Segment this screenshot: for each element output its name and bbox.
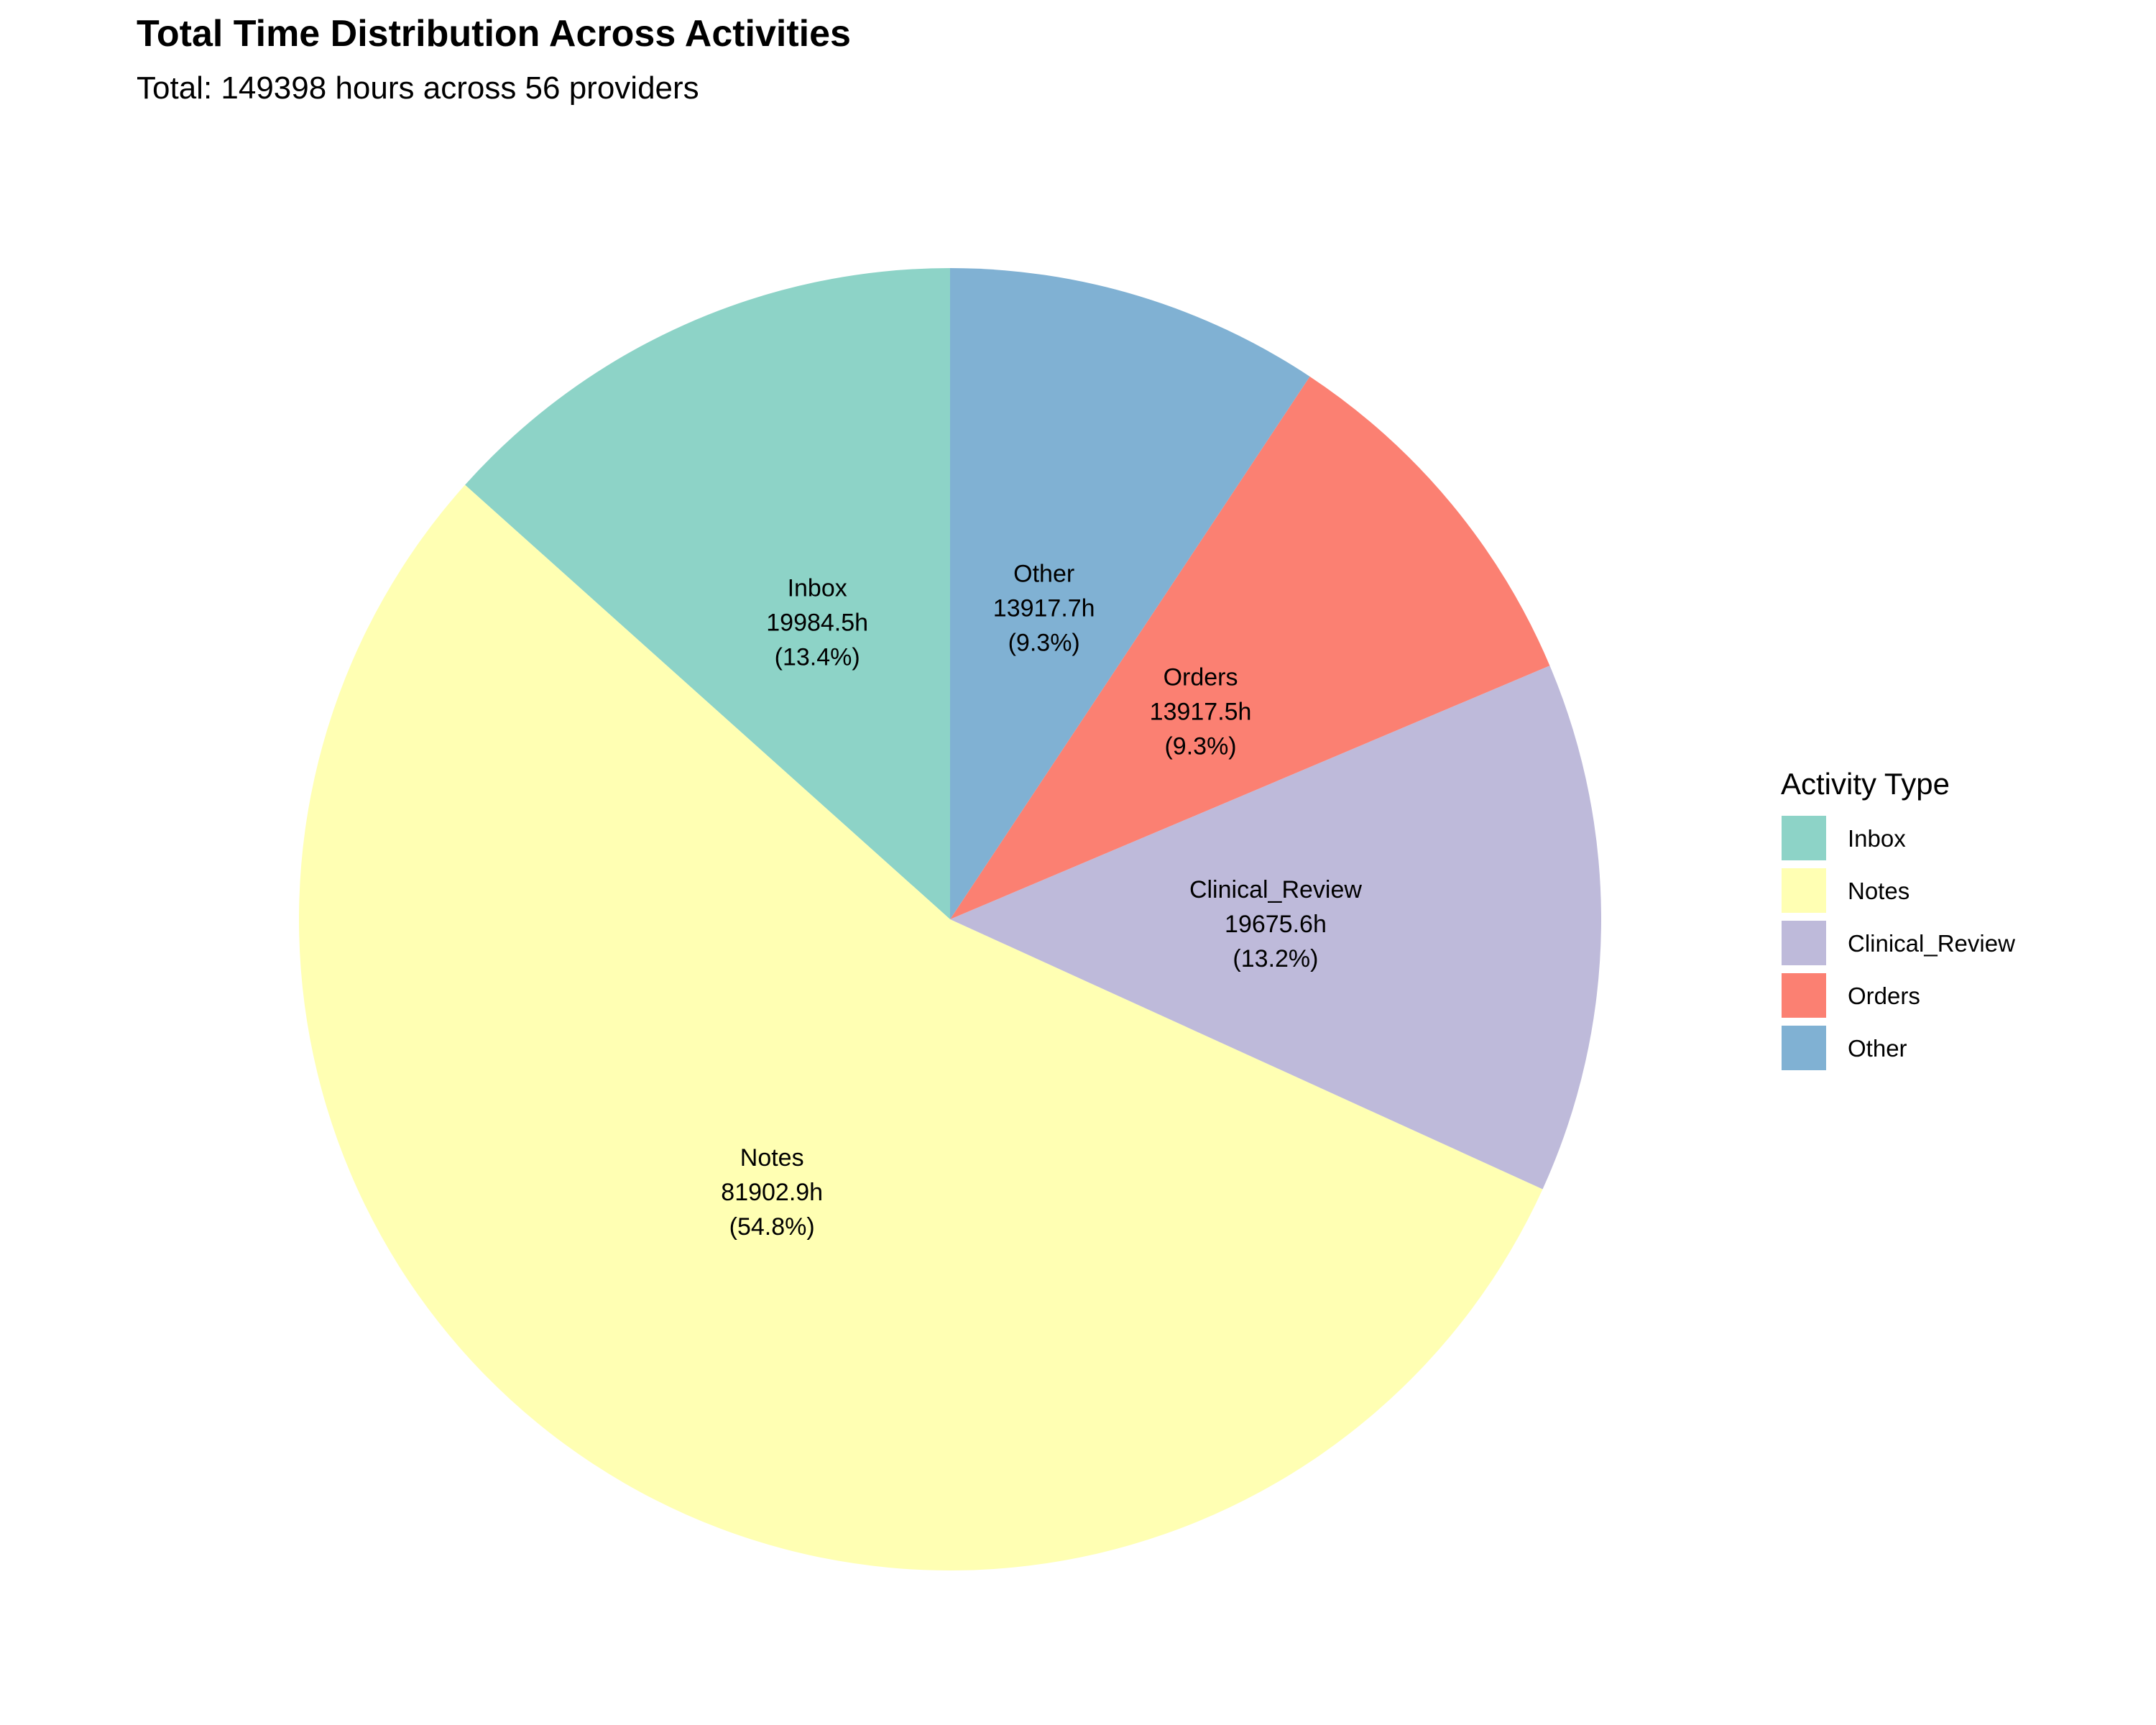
legend-key-inbox (1782, 816, 1826, 860)
legend-key-orders (1782, 973, 1826, 1018)
slice-label-value: 19984.5h (766, 609, 868, 636)
slice-label-percent: (13.2%) (1233, 945, 1318, 972)
slice-label-value: 19675.6h (1225, 911, 1327, 938)
legend-title: Activity Type (1781, 767, 1950, 801)
pie-slice-clinical-review (950, 666, 1601, 1190)
slice-label-name: Orders (1164, 664, 1238, 691)
slice-label-value: 13917.7h (993, 594, 1095, 622)
legend: Activity Type Inbox Notes Clinical_Review O… (1781, 767, 2015, 1070)
slice-label-name: Inbox (788, 574, 847, 602)
legend-label: Other (1848, 1035, 1907, 1062)
legend-label: Inbox (1848, 825, 1906, 852)
slice-label-value: 81902.9h (721, 1179, 823, 1206)
pie-slice-other (950, 268, 1310, 919)
legend-key-other (1782, 1026, 1826, 1070)
chart-title: Total Time Distribution Across Activitie… (137, 13, 851, 55)
slice-label-name: Notes (740, 1144, 804, 1172)
slice-label-percent: (9.3%) (1008, 629, 1080, 656)
slice-label-percent: (54.8%) (729, 1213, 815, 1241)
legend-label: Orders (1848, 983, 1920, 1009)
chart-subtitle: Total: 149398 hours across 56 providers (137, 70, 699, 106)
legend-label: Notes (1848, 878, 1909, 904)
legend-label: Clinical_Review (1848, 930, 2015, 957)
legend-key-clinical-review (1782, 921, 1826, 965)
slice-label-percent: (13.4%) (775, 643, 860, 671)
pie-slice-labels: Inbox 19984.5h (13.4%) Notes 81902.9h (54.8%)… (721, 560, 1362, 1241)
slice-label-value: 13917.5h (1150, 699, 1252, 726)
slice-label-name: Clinical_Review (1189, 876, 1362, 903)
slice-label-percent: (9.3%) (1164, 733, 1236, 760)
pie-slice-orders (950, 376, 1550, 919)
pie-slices (299, 268, 1601, 1570)
pie-slice-inbox (465, 268, 950, 919)
legend-key-notes (1782, 868, 1826, 913)
slice-label-name: Other (1013, 560, 1074, 587)
pie-slice-notes (299, 484, 1543, 1570)
